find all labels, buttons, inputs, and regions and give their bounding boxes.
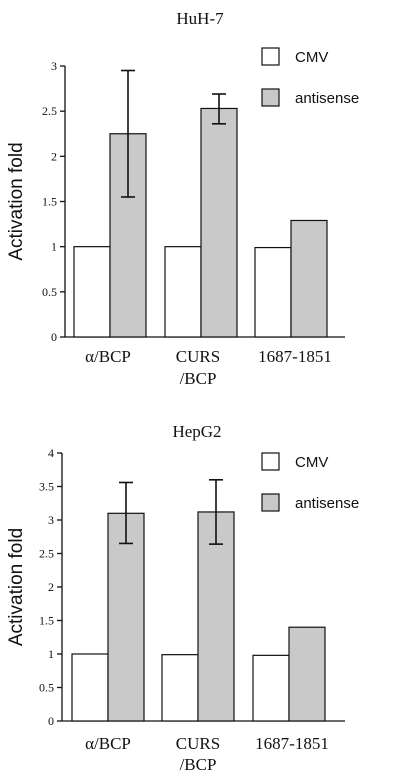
legend-swatch: [261, 88, 280, 107]
category-label: CURS: [176, 347, 220, 366]
bar-cmv: [73, 246, 111, 338]
y-axis-label: Activation fold: [6, 528, 27, 646]
bar-antisense: [200, 107, 238, 338]
legend-swatch: [261, 493, 280, 512]
category-label: α/BCP: [85, 734, 131, 753]
legend-label: CMV: [295, 454, 328, 471]
y-tick-label: 3.5: [39, 480, 54, 494]
category-label: α/BCP: [85, 347, 131, 366]
chart-panel-2: HepG2 Activation fold 0 0.5 1 1.5 2 2.5 3 3.5 4 α/B…: [6, 422, 359, 774]
bar-antisense: [107, 512, 145, 722]
legend-label: antisense: [295, 90, 359, 107]
category-label: /BCP: [180, 369, 217, 388]
chart-panel-1: HuH-7 Activation fold 0 0.5 1 1.5 2 2.5 3 α/BCP CU…: [6, 9, 359, 388]
y-tick-label: 0.5: [42, 285, 57, 299]
legend-swatch: [261, 452, 280, 471]
bar-cmv: [254, 246, 292, 338]
y-tick-label: 1.5: [42, 195, 57, 209]
y-tick-label: 3: [48, 513, 54, 527]
chart-title: HepG2: [172, 422, 221, 441]
legend-label: antisense: [295, 495, 359, 512]
legend: CMV antisense: [261, 452, 359, 512]
y-tick-label: 2.5: [39, 547, 54, 561]
y-tick-label: 3: [51, 59, 57, 73]
bar-antisense: [197, 511, 235, 722]
legend-label: CMV: [295, 49, 328, 66]
legend: CMV antisense: [261, 47, 359, 107]
bar-cmv: [252, 654, 290, 722]
category-label: 1687-1851: [255, 734, 329, 753]
y-tick-label: 4: [48, 446, 54, 460]
y-tick-label: 1: [48, 647, 54, 661]
bar-cmv: [164, 246, 202, 338]
y-tick-label: 2: [51, 149, 57, 163]
category-label: CURS: [176, 734, 220, 753]
bar-cmv: [161, 654, 199, 722]
bar-cmv: [71, 653, 109, 722]
y-tick-label: 2: [48, 580, 54, 594]
y-tick-label: 2.5: [42, 104, 57, 118]
bar-antisense: [288, 626, 326, 722]
y-tick-label: 1.5: [39, 614, 54, 628]
y-tick-label: 0: [51, 330, 57, 344]
bar-antisense: [290, 219, 328, 338]
y-tick-label: 0: [48, 714, 54, 728]
y-tick-label: 1: [51, 240, 57, 254]
chart-title: HuH-7: [176, 9, 224, 28]
legend-swatch: [261, 47, 280, 66]
category-label: /BCP: [180, 755, 217, 774]
y-axis-label: Activation fold: [6, 142, 27, 260]
y-tick-label: 0.5: [39, 681, 54, 695]
category-label: 1687-1851: [258, 347, 332, 366]
